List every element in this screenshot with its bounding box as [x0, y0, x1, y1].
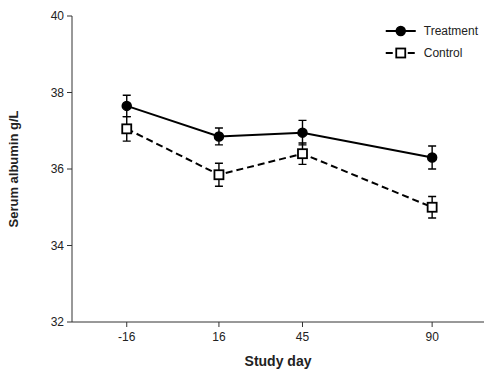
point	[428, 153, 437, 162]
y-axis-label: Serum albumin g/L	[6, 110, 21, 227]
series	[122, 117, 436, 218]
plot-data	[122, 95, 436, 218]
error-bar	[215, 128, 223, 145]
x-tick	[218, 322, 219, 327]
y-tick	[67, 169, 72, 170]
chart: -16 16 45 90 32 34 36 38 40 Study day Serum albumi…	[0, 0, 500, 380]
error-bar	[123, 95, 131, 116]
legend-label: Treatment	[424, 24, 479, 38]
point	[298, 128, 307, 137]
error-bar	[298, 143, 306, 164]
legend: Treatment Control	[386, 24, 479, 60]
y-tick	[67, 322, 72, 323]
x-tick-label: 16	[212, 330, 226, 344]
legend-marker	[396, 27, 405, 36]
x-tick	[126, 322, 127, 327]
error-bar	[428, 146, 436, 169]
point	[428, 203, 437, 212]
x-tick-label: 45	[296, 330, 310, 344]
error-bar	[428, 197, 436, 218]
y-tick	[67, 92, 72, 93]
point	[298, 149, 307, 158]
y-tick-label: 34	[51, 239, 65, 253]
error-bar	[123, 117, 131, 141]
y-tick-label: 40	[51, 9, 65, 23]
x-tick-label: -16	[118, 330, 136, 344]
y-tick	[67, 245, 72, 246]
point	[122, 124, 131, 133]
x-tick	[432, 322, 433, 327]
point	[214, 170, 223, 179]
legend-marker	[396, 49, 405, 58]
series-line	[127, 129, 432, 207]
x-tick	[302, 322, 303, 327]
legend-label: Control	[424, 46, 463, 60]
x-axis-label: Study day	[245, 353, 312, 369]
y-tick-label: 32	[51, 315, 65, 329]
series	[122, 95, 436, 169]
error-bar	[298, 120, 306, 144]
y-tick	[67, 16, 72, 17]
point	[122, 101, 131, 110]
background	[0, 0, 500, 380]
series-line	[127, 106, 432, 158]
error-bar	[215, 163, 223, 186]
axes: -16 16 45 90 32 34 36 38 40	[51, 9, 484, 344]
x-axis-line	[72, 322, 484, 323]
point	[214, 132, 223, 141]
y-tick-label: 38	[51, 86, 65, 100]
y-tick-label: 36	[51, 162, 65, 176]
x-tick-label: 90	[425, 330, 439, 344]
